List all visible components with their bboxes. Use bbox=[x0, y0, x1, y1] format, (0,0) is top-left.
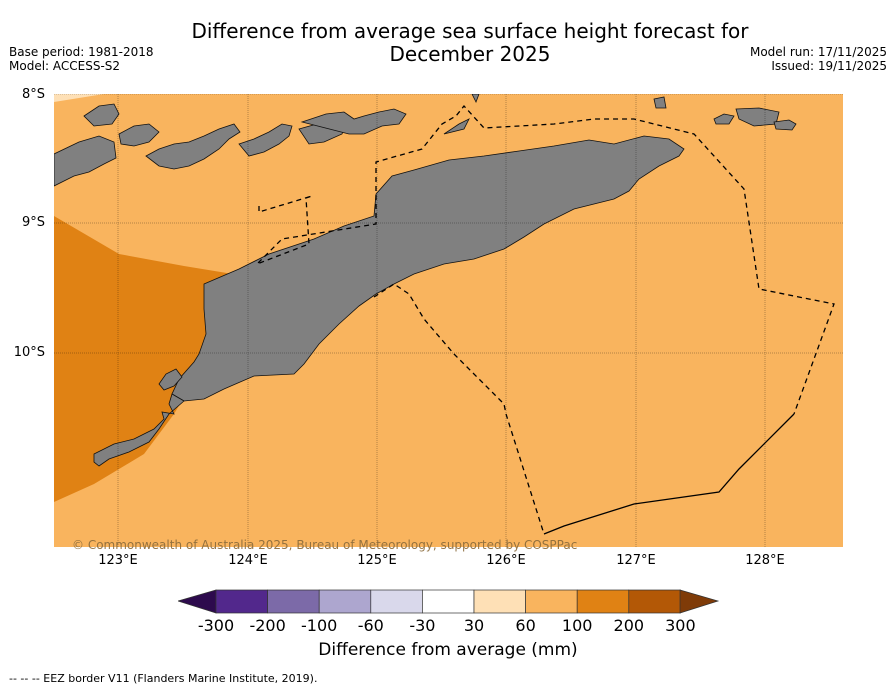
island-east-3 bbox=[773, 119, 797, 131]
colorbar-tick-label: -300 bbox=[197, 616, 235, 635]
colorbar-tick-label: -30 bbox=[409, 616, 436, 635]
title-line-1: Difference from average sea surface heig… bbox=[191, 19, 749, 43]
meta-right: Model run: 17/11/2025 Issued: 19/11/2025 bbox=[750, 45, 887, 73]
colorbar-boxes bbox=[215, 589, 681, 614]
colorbar-box bbox=[525, 589, 578, 614]
lon-label-127e: 127°E bbox=[616, 553, 656, 568]
land-masses bbox=[54, 94, 797, 467]
eez-border-north bbox=[256, 104, 835, 415]
colorbar-tick-label: -100 bbox=[301, 616, 338, 635]
colorbar-tick-label: -60 bbox=[357, 616, 384, 635]
colorbar-extend-high bbox=[679, 589, 720, 614]
colorbar-box bbox=[318, 589, 372, 614]
issued-date: Issued: 19/11/2025 bbox=[771, 59, 887, 73]
lon-label-126e: 126°E bbox=[486, 553, 526, 568]
copyright-notice: © Commonwealth of Australia 2025, Bureau… bbox=[72, 538, 578, 552]
island-wetar bbox=[443, 118, 470, 135]
island-west-2 bbox=[83, 103, 120, 127]
model-run: Model run: 17/11/2025 bbox=[749, 45, 887, 59]
island-west-3 bbox=[118, 123, 160, 147]
island-flores-east bbox=[238, 123, 293, 157]
semau-island bbox=[158, 368, 183, 391]
ocean-anomaly-30-60 bbox=[54, 94, 104, 102]
colorbar-box bbox=[628, 589, 681, 614]
base-period: Base period: 1981-2018 bbox=[9, 45, 154, 59]
ocean-anomaly-100-200 bbox=[54, 216, 239, 502]
island-north-small-1 bbox=[653, 96, 667, 109]
colorbar-box bbox=[576, 589, 630, 614]
meta-left: Base period: 1981-2018 Model: ACCESS-S2 bbox=[9, 45, 154, 73]
island-west-1 bbox=[54, 135, 117, 187]
colorbar-title: Difference from average (mm) bbox=[318, 640, 578, 660]
lat-label-9s: 9°S bbox=[21, 215, 45, 230]
roti-island bbox=[93, 393, 185, 467]
title-line-2: December 2025 bbox=[389, 42, 551, 66]
colorbar-tick-label: 30 bbox=[463, 616, 485, 635]
island-alor bbox=[300, 108, 407, 135]
colorbar-extend-low bbox=[178, 589, 217, 614]
island-east-1 bbox=[713, 113, 735, 125]
eez-border-south-solid bbox=[543, 413, 795, 535]
colorbar-box bbox=[422, 589, 475, 614]
lon-label-128e: 128°E bbox=[745, 553, 785, 568]
graticule bbox=[54, 94, 843, 547]
model-name: Model: ACCESS-S2 bbox=[9, 59, 121, 73]
lon-label-123e: 123°E bbox=[98, 553, 138, 568]
lat-label-10s: 10°S bbox=[13, 345, 45, 360]
colorbar bbox=[178, 589, 720, 614]
colorbar-box bbox=[215, 589, 268, 614]
eez-borders bbox=[256, 104, 835, 535]
colorbar-tick-label: 100 bbox=[561, 616, 593, 635]
colorbar-tick-label: -200 bbox=[249, 616, 286, 635]
map-title: Difference from average sea surface heig… bbox=[0, 20, 896, 66]
island-west-4 bbox=[145, 123, 241, 170]
lon-label-125e: 125°E bbox=[357, 553, 397, 568]
colorbar-tick-label: 200 bbox=[613, 616, 645, 635]
eez-border-south-dashed bbox=[373, 283, 545, 535]
colorbar-box bbox=[370, 589, 423, 614]
lat-label-8s: 8°S bbox=[21, 87, 45, 102]
lon-label-124e: 124°E bbox=[228, 553, 268, 568]
colorbar-box bbox=[267, 589, 320, 614]
timor-island bbox=[171, 135, 685, 402]
sea-height-map bbox=[54, 94, 843, 547]
eez-legend: -- -- -- EEZ border V11 (Flanders Marine… bbox=[9, 672, 318, 685]
island-north-small-2 bbox=[471, 94, 480, 103]
colorbar-tick-label: 300 bbox=[665, 616, 696, 635]
colorbar-tick-label: 60 bbox=[515, 616, 536, 635]
colorbar-box bbox=[473, 589, 526, 614]
